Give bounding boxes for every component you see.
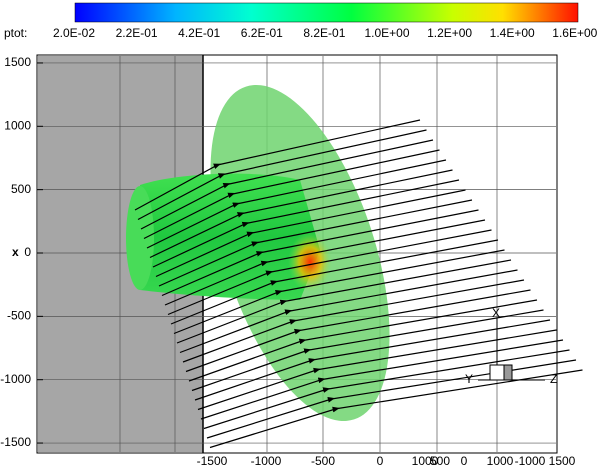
triad-box (489, 364, 505, 381)
colorbar-tick-label: 2.0E-02 (53, 26, 95, 40)
y-tick-label: -1000 (0, 372, 31, 386)
colorbar-tick-label: 1.6E+00 (552, 26, 597, 40)
streamline (200, 339, 564, 420)
triad (478, 318, 545, 381)
x-tick-label: 0 (377, 454, 384, 466)
streamline (203, 349, 570, 430)
streamline (170, 239, 499, 325)
colorbar-tick-label: 2.2E-01 (116, 26, 158, 40)
colorbar (74, 2, 579, 23)
y-tick-label: -1500 (0, 435, 31, 449)
colorbar-tick-label: 8.2E-01 (303, 26, 345, 40)
triad-label: Z (550, 372, 557, 386)
streamline (185, 289, 531, 373)
x-tick-label: -1000 (515, 454, 546, 466)
x-tick-label: 500 (430, 454, 450, 466)
colorbar-tick-label: 1.0E+00 (364, 26, 409, 40)
streamline (191, 309, 544, 392)
y-tick-label: 500 (11, 182, 31, 196)
streamline (173, 249, 505, 335)
streamline (155, 189, 466, 278)
colorbar-tick-label: 1.4E+00 (490, 26, 535, 40)
streamline (209, 369, 583, 449)
streamline (161, 209, 479, 297)
triad-label: X (492, 306, 500, 320)
streamline (143, 149, 440, 240)
x-tick-label: -1000 (251, 454, 282, 466)
streamline (197, 329, 557, 411)
y-tick-label: -500 (7, 309, 31, 323)
triad-box (503, 364, 513, 381)
streamline (188, 299, 538, 382)
colorbar-tick-label: 1.2E+00 (427, 26, 472, 40)
streamline (149, 169, 453, 259)
y-tick-label: 1500 (4, 55, 31, 69)
x-tick-label: 1000 (487, 454, 514, 466)
y-tick-label: 1000 (4, 118, 31, 132)
streamline (134, 119, 421, 211)
x-tick-label: -500 (311, 454, 335, 466)
streamline (164, 219, 486, 306)
triad-label: Y (465, 372, 473, 386)
streamline (179, 269, 518, 354)
cylinder (140, 173, 320, 300)
streamline (176, 259, 512, 344)
colorbar-tick-label: 4.2E-01 (178, 26, 220, 40)
colorbar-tick-label: 6.2E-01 (241, 26, 283, 40)
streamline (152, 179, 460, 268)
x-tick-label: -1500 (197, 454, 228, 466)
colorbar-label: ptot: (4, 26, 27, 40)
x-tick-label: 0 (461, 454, 468, 466)
streamline (194, 319, 551, 401)
streamline (140, 139, 434, 230)
x-tick-label: 1500 (549, 454, 576, 466)
streamline (182, 279, 525, 363)
y-axis-title: x (12, 245, 19, 259)
streamline (167, 229, 492, 316)
streamline (137, 129, 427, 221)
cylinder-end (126, 186, 154, 290)
x-tick-label: 1000 (412, 454, 439, 466)
streamline (146, 159, 447, 249)
streamline (158, 199, 473, 287)
y-tick-label: 0 (24, 245, 31, 259)
